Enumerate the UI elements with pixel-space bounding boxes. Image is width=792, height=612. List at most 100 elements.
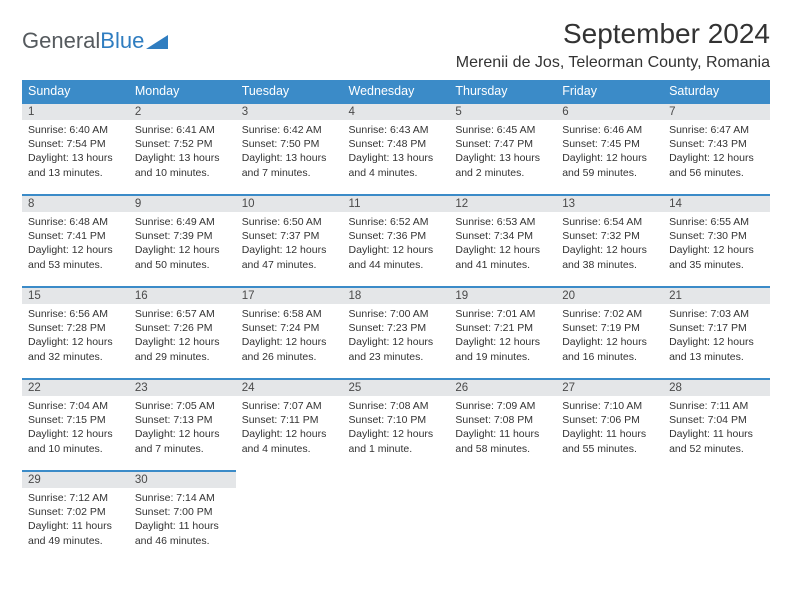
sunset-line: Sunset: 7:30 PM <box>669 229 764 243</box>
daylight-line: Daylight: 12 hours and 32 minutes. <box>28 335 123 363</box>
daylight-line: Daylight: 12 hours and 16 minutes. <box>562 335 657 363</box>
calendar-day-cell <box>663 471 770 563</box>
sunset-line: Sunset: 7:34 PM <box>455 229 550 243</box>
sunrise-line: Sunrise: 7:09 AM <box>455 399 550 413</box>
daylight-line: Daylight: 13 hours and 2 minutes. <box>455 151 550 179</box>
calendar-week-row: 15Sunrise: 6:56 AMSunset: 7:28 PMDayligh… <box>22 287 770 379</box>
sunrise-line: Sunrise: 6:50 AM <box>242 215 337 229</box>
sunset-line: Sunset: 7:15 PM <box>28 413 123 427</box>
day-number: 5 <box>449 104 556 120</box>
day-details: Sunrise: 7:09 AMSunset: 7:08 PMDaylight:… <box>449 396 556 462</box>
day-number: 14 <box>663 196 770 212</box>
sunset-line: Sunset: 7:41 PM <box>28 229 123 243</box>
sunrise-line: Sunrise: 6:52 AM <box>349 215 444 229</box>
sunrise-line: Sunrise: 6:58 AM <box>242 307 337 321</box>
sunrise-line: Sunrise: 6:41 AM <box>135 123 230 137</box>
calendar-day-cell: 25Sunrise: 7:08 AMSunset: 7:10 PMDayligh… <box>343 379 450 471</box>
sunrise-line: Sunrise: 7:04 AM <box>28 399 123 413</box>
weekday-header: Saturday <box>663 80 770 103</box>
daylight-line: Daylight: 12 hours and 56 minutes. <box>669 151 764 179</box>
sunrise-line: Sunrise: 6:55 AM <box>669 215 764 229</box>
daylight-line: Daylight: 12 hours and 53 minutes. <box>28 243 123 271</box>
day-number: 18 <box>343 288 450 304</box>
calendar-day-cell: 26Sunrise: 7:09 AMSunset: 7:08 PMDayligh… <box>449 379 556 471</box>
calendar-week-row: 29Sunrise: 7:12 AMSunset: 7:02 PMDayligh… <box>22 471 770 563</box>
sunrise-line: Sunrise: 6:57 AM <box>135 307 230 321</box>
day-details: Sunrise: 7:03 AMSunset: 7:17 PMDaylight:… <box>663 304 770 370</box>
calendar-day-cell: 11Sunrise: 6:52 AMSunset: 7:36 PMDayligh… <box>343 195 450 287</box>
weekday-header: Friday <box>556 80 663 103</box>
weekday-header: Tuesday <box>236 80 343 103</box>
day-number: 13 <box>556 196 663 212</box>
daylight-line: Daylight: 12 hours and 13 minutes. <box>669 335 764 363</box>
day-details: Sunrise: 7:00 AMSunset: 7:23 PMDaylight:… <box>343 304 450 370</box>
day-number: 12 <box>449 196 556 212</box>
day-number: 27 <box>556 380 663 396</box>
calendar-day-cell: 16Sunrise: 6:57 AMSunset: 7:26 PMDayligh… <box>129 287 236 379</box>
sunset-line: Sunset: 7:32 PM <box>562 229 657 243</box>
day-number: 6 <box>556 104 663 120</box>
sunrise-line: Sunrise: 6:45 AM <box>455 123 550 137</box>
weekday-header: Wednesday <box>343 80 450 103</box>
sunset-line: Sunset: 7:23 PM <box>349 321 444 335</box>
calendar-day-cell: 14Sunrise: 6:55 AMSunset: 7:30 PMDayligh… <box>663 195 770 287</box>
sunset-line: Sunset: 7:54 PM <box>28 137 123 151</box>
sunset-line: Sunset: 7:48 PM <box>349 137 444 151</box>
day-details: Sunrise: 6:54 AMSunset: 7:32 PMDaylight:… <box>556 212 663 278</box>
sunrise-line: Sunrise: 6:47 AM <box>669 123 764 137</box>
sunrise-line: Sunrise: 7:08 AM <box>349 399 444 413</box>
calendar-day-cell: 22Sunrise: 7:04 AMSunset: 7:15 PMDayligh… <box>22 379 129 471</box>
sunset-line: Sunset: 7:21 PM <box>455 321 550 335</box>
sunrise-line: Sunrise: 7:02 AM <box>562 307 657 321</box>
sunset-line: Sunset: 7:47 PM <box>455 137 550 151</box>
day-details: Sunrise: 7:10 AMSunset: 7:06 PMDaylight:… <box>556 396 663 462</box>
day-number: 15 <box>22 288 129 304</box>
sunset-line: Sunset: 7:02 PM <box>28 505 123 519</box>
sunset-line: Sunset: 7:10 PM <box>349 413 444 427</box>
sunrise-line: Sunrise: 6:46 AM <box>562 123 657 137</box>
sunset-line: Sunset: 7:45 PM <box>562 137 657 151</box>
day-details: Sunrise: 6:42 AMSunset: 7:50 PMDaylight:… <box>236 120 343 186</box>
sunset-line: Sunset: 7:11 PM <box>242 413 337 427</box>
sunrise-line: Sunrise: 7:10 AM <box>562 399 657 413</box>
daylight-line: Daylight: 12 hours and 29 minutes. <box>135 335 230 363</box>
day-details: Sunrise: 7:02 AMSunset: 7:19 PMDaylight:… <box>556 304 663 370</box>
logo-text-gray: General <box>22 28 100 54</box>
day-details: Sunrise: 7:08 AMSunset: 7:10 PMDaylight:… <box>343 396 450 462</box>
sunrise-line: Sunrise: 6:40 AM <box>28 123 123 137</box>
daylight-line: Daylight: 13 hours and 10 minutes. <box>135 151 230 179</box>
daylight-line: Daylight: 11 hours and 49 minutes. <box>28 519 123 547</box>
sunrise-line: Sunrise: 7:14 AM <box>135 491 230 505</box>
day-number: 10 <box>236 196 343 212</box>
sunrise-line: Sunrise: 7:12 AM <box>28 491 123 505</box>
sunrise-line: Sunrise: 7:11 AM <box>669 399 764 413</box>
day-number: 11 <box>343 196 450 212</box>
day-details: Sunrise: 7:14 AMSunset: 7:00 PMDaylight:… <box>129 488 236 554</box>
day-number: 1 <box>22 104 129 120</box>
day-number: 21 <box>663 288 770 304</box>
calendar-day-cell: 13Sunrise: 6:54 AMSunset: 7:32 PMDayligh… <box>556 195 663 287</box>
calendar-day-cell: 15Sunrise: 6:56 AMSunset: 7:28 PMDayligh… <box>22 287 129 379</box>
sunrise-line: Sunrise: 6:42 AM <box>242 123 337 137</box>
sunrise-line: Sunrise: 6:53 AM <box>455 215 550 229</box>
day-details: Sunrise: 6:41 AMSunset: 7:52 PMDaylight:… <box>129 120 236 186</box>
daylight-line: Daylight: 12 hours and 47 minutes. <box>242 243 337 271</box>
sunrise-line: Sunrise: 6:56 AM <box>28 307 123 321</box>
calendar-day-cell: 30Sunrise: 7:14 AMSunset: 7:00 PMDayligh… <box>129 471 236 563</box>
daylight-line: Daylight: 12 hours and 41 minutes. <box>455 243 550 271</box>
calendar-day-cell: 24Sunrise: 7:07 AMSunset: 7:11 PMDayligh… <box>236 379 343 471</box>
daylight-line: Daylight: 12 hours and 35 minutes. <box>669 243 764 271</box>
calendar-day-cell: 18Sunrise: 7:00 AMSunset: 7:23 PMDayligh… <box>343 287 450 379</box>
calendar-day-cell: 6Sunrise: 6:46 AMSunset: 7:45 PMDaylight… <box>556 103 663 195</box>
day-number: 24 <box>236 380 343 396</box>
day-details: Sunrise: 6:50 AMSunset: 7:37 PMDaylight:… <box>236 212 343 278</box>
calendar-day-cell: 3Sunrise: 6:42 AMSunset: 7:50 PMDaylight… <box>236 103 343 195</box>
sunrise-line: Sunrise: 7:07 AM <box>242 399 337 413</box>
day-number: 22 <box>22 380 129 396</box>
sunset-line: Sunset: 7:43 PM <box>669 137 764 151</box>
day-details: Sunrise: 6:55 AMSunset: 7:30 PMDaylight:… <box>663 212 770 278</box>
day-details: Sunrise: 6:53 AMSunset: 7:34 PMDaylight:… <box>449 212 556 278</box>
day-details: Sunrise: 7:01 AMSunset: 7:21 PMDaylight:… <box>449 304 556 370</box>
day-number: 16 <box>129 288 236 304</box>
weekday-header: Thursday <box>449 80 556 103</box>
